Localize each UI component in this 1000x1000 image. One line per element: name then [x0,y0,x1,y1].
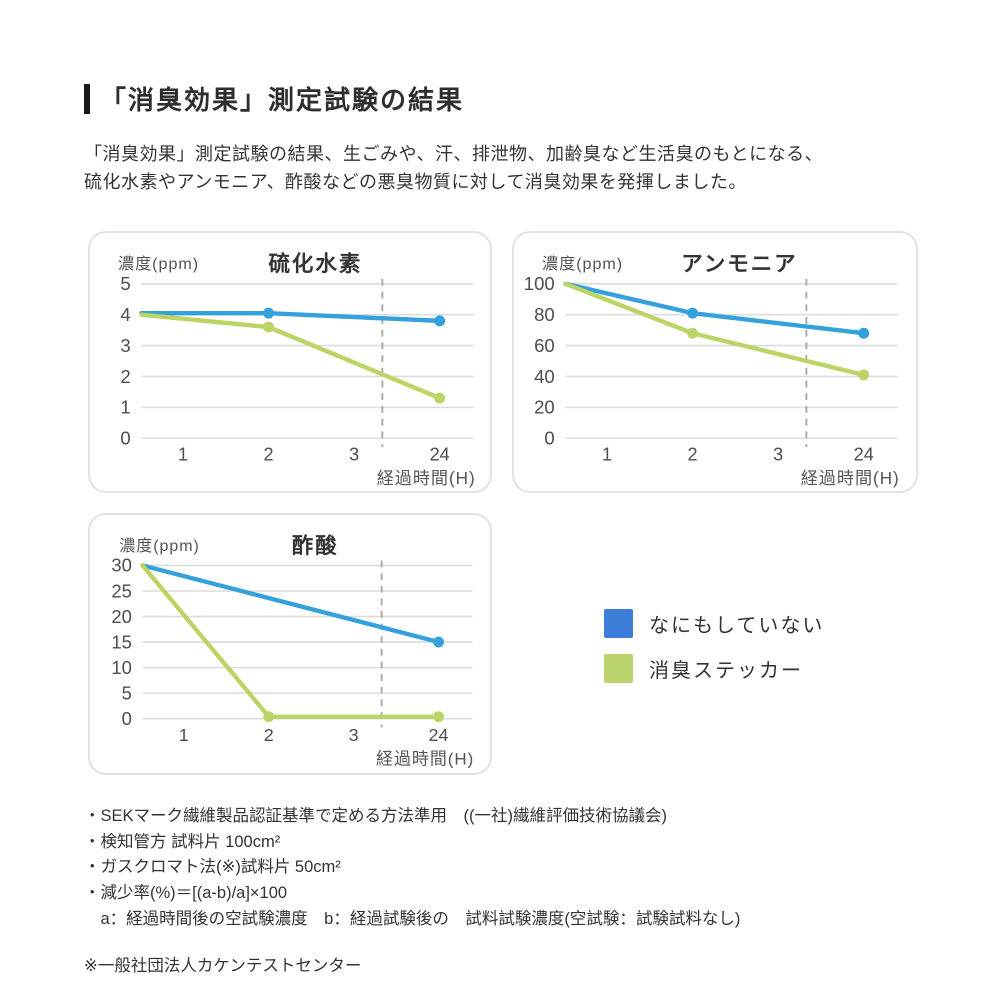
svg-text:経過時間(H): 経過時間(H) [801,469,900,488]
legend: なにもしていない 消臭ステッカー [604,608,825,683]
svg-text:濃度(ppm): 濃度(ppm) [119,537,200,555]
svg-text:20: 20 [111,606,131,627]
svg-text:15: 15 [111,631,131,652]
svg-text:2: 2 [264,444,274,464]
legend-cell: なにもしていない 消臭ステッカー [512,513,918,775]
legend-swatch-green [604,653,633,683]
svg-text:3: 3 [120,335,130,356]
footnotes: ・SEKマーク繊維製品認証基準で定める方法準用 ((一社)繊維評価技術協議会) … [84,805,960,978]
svg-text:2: 2 [264,725,274,745]
footnote-line: ・ガスクロマト法(※)試料片 50cm² [84,858,341,877]
svg-text:2: 2 [120,366,130,387]
svg-text:5: 5 [120,273,130,294]
svg-text:硫化水素: 硫化水素 [268,251,362,276]
chart-panel-hydrogen-sulfide: 0 1 2 3 4 5 1 2 3 24 濃度(ppm) 硫化水素経過時間(H) [88,230,492,493]
charts-grid: 0 1 2 3 4 5 1 2 3 24 濃度(ppm) 硫化水素 経過時間(H) 0 20 40 60 80 1… [88,230,960,775]
svg-text:濃度(ppm): 濃度(ppm) [542,255,623,273]
svg-text:40: 40 [534,366,555,387]
svg-text:0: 0 [544,427,554,448]
svg-text:1: 1 [179,725,189,745]
svg-text:経過時間(H): 経過時間(H) [376,749,474,768]
svg-text:経過時間(H): 経過時間(H) [377,469,476,488]
svg-text:1: 1 [602,444,612,464]
svg-text:25: 25 [111,580,131,601]
legend-label-deodorizing-sticker: 消臭ステッカー [649,659,803,682]
legend-swatch-blue [604,608,633,638]
svg-text:1: 1 [120,396,130,417]
chart-panel-ammonia: 0 20 40 60 80 100 1 2 3 24 濃度(ppm) アンモニア経過時間(H) [512,230,918,493]
svg-text:80: 80 [534,304,555,325]
legend-label-untreated: なにもしていない [649,614,825,637]
svg-text:20: 20 [534,396,555,417]
svg-text:0: 0 [122,708,132,729]
svg-text:4: 4 [120,304,130,325]
footnote-note: ※一般社団法人カケンテストセンター [84,956,362,975]
svg-text:30: 30 [111,555,131,576]
svg-text:10: 10 [111,657,131,678]
svg-text:酢酸: 酢酸 [292,534,339,558]
intro-paragraph: 「消臭効果」測定試験の結果、生ごみや、汗、排泄物、加齢臭など生活臭のもとになる、… [84,144,824,192]
legend-item-deodorizing-sticker: 消臭ステッカー [604,653,824,683]
svg-text:3: 3 [349,444,359,464]
legend-item-untreated: なにもしていない [604,608,825,638]
svg-text:60: 60 [534,335,555,356]
svg-text:0: 0 [120,427,130,448]
footnote-line: a：経過時間後の空試験濃度 b：経過試験後の 試料試験濃度(空試験：試験試料なし… [84,909,741,928]
svg-text:24: 24 [429,725,449,745]
heading-accent-bar [84,83,90,114]
footnote-line: ・減少率(%)＝[(a-b)/a]×100 [84,884,288,903]
svg-text:24: 24 [430,444,450,464]
svg-text:3: 3 [773,444,783,464]
svg-text:1: 1 [178,444,188,464]
svg-text:5: 5 [122,682,132,703]
page-title: 「消臭効果」測定試験の結果 [100,85,465,115]
page-header: 「消臭効果」測定試験の結果 [84,80,960,117]
page-root: 「消臭効果」測定試験の結果 「消臭効果」測定試験の結果、生ごみや、汗、排泄物、加… [84,80,960,978]
svg-text:100: 100 [524,273,555,294]
footnote-list: ・SEKマーク繊維製品認証基準で定める方法準用 ((一社)繊維評価技術協議会) … [84,805,960,931]
svg-text:3: 3 [349,725,359,745]
svg-text:24: 24 [854,444,874,464]
chart-panel-acetic-acid: 0 5 10 15 20 25 30 1 2 3 24 濃度(ppm) 酢酸経過時間(H) [88,512,492,775]
footnote-line: ・SEKマーク繊維製品認証基準で定める方法準用 ((一社)繊維評価技術協議会) [84,806,667,825]
svg-text:濃度(ppm): 濃度(ppm) [118,255,199,273]
footnote-line: ・検知管方 試料片 100cm² [84,832,281,851]
svg-text:アンモニア: アンモニア [681,252,797,276]
svg-text:2: 2 [688,444,698,464]
